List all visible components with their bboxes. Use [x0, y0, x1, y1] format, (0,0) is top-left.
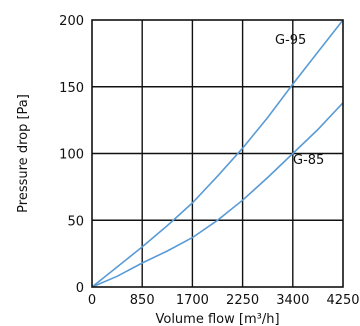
y-tick-label: 50 — [67, 214, 84, 229]
tick-layer: 0 850 1700 2250 3400 4250 0 50 100 150 200 — [59, 14, 359, 308]
series-layer — [91, 19, 344, 288]
series-label-g-85: G-85 — [293, 153, 324, 168]
x-tick-label: 4250 — [326, 293, 359, 308]
series-label-layer: G-95 G-85 — [275, 33, 324, 168]
y-tick-label: 150 — [59, 81, 84, 96]
y-tick-label: 200 — [59, 14, 84, 29]
x-tick-label: 0 — [88, 293, 96, 308]
x-tick-label: 1700 — [176, 293, 209, 308]
series-line-g-85 — [91, 102, 344, 288]
series-label-g-95: G-95 — [275, 33, 306, 48]
x-tick-label: 3400 — [276, 293, 309, 308]
y-tick-label: 100 — [59, 148, 84, 163]
series-line-g-95 — [91, 19, 344, 288]
x-tick-label: 850 — [130, 293, 155, 308]
plot-frame — [91, 19, 344, 288]
y-tick-label: 0 — [76, 281, 84, 296]
x-axis-title: Volume flow [m³/h] — [155, 312, 279, 326]
y-axis-title: Pressure drop [Pa] — [16, 94, 31, 213]
x-tick-label: 2250 — [226, 293, 259, 308]
